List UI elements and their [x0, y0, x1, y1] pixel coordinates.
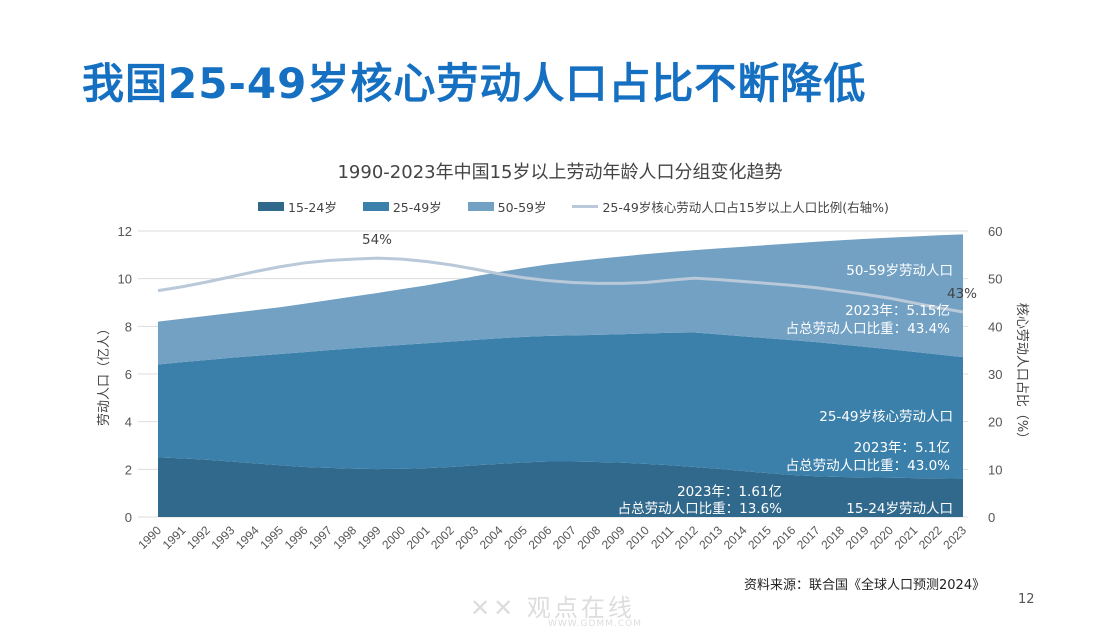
x-tick-label: 1993 — [209, 523, 238, 552]
y-tick-label: 8 — [125, 319, 132, 334]
y-tick-label: 12 — [118, 224, 132, 239]
x-tick-label: 2010 — [623, 523, 652, 552]
label-25-49-share: 占总劳动人口比重：43.0% — [786, 458, 951, 474]
legend-item-25-49: 25-49岁 — [362, 197, 442, 216]
x-tick-label: 2008 — [574, 523, 603, 552]
label-25-49-value: 2023年：5.1亿 — [854, 440, 950, 456]
ratio-line — [157, 256, 964, 314]
x-tick-label: 2016 — [770, 523, 799, 552]
x-tick-label: 1994 — [233, 523, 262, 552]
x-tick-label: 1992 — [184, 523, 213, 552]
y-tick-label: 0 — [125, 510, 132, 525]
chart-legend: 15-24岁 25-49岁 50-59岁 25-49岁核心劳动人口占15岁以上人… — [258, 197, 889, 216]
slide-title: 我国25-49岁核心劳动人口占比不断降低 — [82, 59, 867, 108]
x-tick-label: 2005 — [501, 523, 530, 552]
x-tick-label: 2003 — [452, 523, 481, 552]
y2-axis-title: 核心劳动人口占比（%） — [1014, 303, 1030, 445]
x-tick-label: 2019 — [843, 523, 872, 552]
label-50-59-value: 2023年：5.15亿 — [845, 303, 950, 319]
source-note: 资料来源：联合国《全球人口预测2024》 — [744, 578, 986, 593]
x-tick-label: 2021 — [892, 523, 921, 552]
y-tick-label: 10 — [118, 272, 132, 287]
peak-label: 54% — [362, 232, 392, 248]
area-15-24岁 — [158, 457, 963, 517]
x-tick-label: 2022 — [916, 523, 945, 552]
x-tick-label: 1995 — [257, 523, 286, 552]
legend-swatch — [258, 202, 284, 211]
x-tick-label: 2015 — [745, 523, 774, 552]
label-50-59-name: 50-59岁劳动人口 — [846, 263, 953, 279]
legend-swatch — [572, 205, 599, 208]
legend-label: 15-24岁 — [288, 200, 337, 215]
y-tick-label: 6 — [125, 367, 132, 382]
area-25-49岁 — [158, 332, 963, 479]
legend-item-15-24: 15-24岁 — [258, 197, 337, 216]
x-tick-label: 2012 — [672, 523, 701, 552]
y-tick-label: 2 — [125, 462, 132, 477]
x-tick-label: 1998 — [330, 523, 359, 552]
y2-tick-label: 60 — [988, 224, 1002, 239]
watermark-url: WWW.GDMM.COM — [548, 619, 642, 629]
page-number: 12 — [1018, 592, 1035, 607]
chart-title: 1990-2023年中国15岁以上劳动年龄人口分组变化趋势 — [337, 162, 783, 183]
x-tick-label: 2007 — [550, 523, 579, 552]
y2-tick-label: 40 — [988, 319, 1002, 334]
label-25-49-name: 25-49岁核心劳动人口 — [819, 409, 953, 425]
label-15-24-value: 2023年：1.61亿 — [677, 484, 782, 500]
x-tick-label: 2006 — [526, 523, 555, 552]
y-axis-title: 劳动人口（亿人） — [96, 322, 112, 426]
x-tick-label: 2002 — [428, 523, 457, 552]
x-tick-label: 2011 — [648, 523, 676, 551]
x-tick-label: 2017 — [794, 523, 823, 552]
legend-swatch — [467, 202, 494, 211]
x-tick-label: 1996 — [282, 523, 311, 552]
label-15-24-name: 15-24岁劳动人口 — [846, 501, 953, 517]
legend-label: 50-59岁 — [497, 200, 547, 215]
x-tick-label: 2013 — [696, 523, 725, 552]
x-tick-label: 2001 — [404, 523, 433, 552]
x-tick-label: 2020 — [867, 523, 896, 552]
y-tick-label: 4 — [125, 415, 132, 430]
label-50-59-share: 占总劳动人口比重：43.4% — [786, 321, 951, 337]
y2-tick-label: 10 — [988, 462, 1002, 477]
y2-tick-label: 20 — [988, 415, 1002, 430]
label-15-24-share: 占总劳动人口比重：13.6% — [618, 501, 783, 517]
x-tick-label: 2023 — [940, 523, 969, 552]
end-label: 43% — [947, 286, 977, 302]
legend-item-50-59: 50-59岁 — [467, 197, 547, 216]
y2-tick-label: 0 — [988, 510, 995, 525]
legend-label: 25-49岁 — [392, 200, 442, 215]
y2-tick-label: 30 — [988, 367, 1002, 382]
x-tick-label: 2009 — [599, 523, 628, 552]
legend-item-ratio: 25-49岁核心劳动人口占15岁以上人口比例(右轴%) — [572, 197, 889, 216]
area-50-59岁 — [158, 234, 963, 365]
x-tick-label: 1999 — [355, 523, 384, 552]
x-tick-label: 1991 — [160, 523, 189, 552]
x-tick-label: 2014 — [721, 523, 750, 552]
watermark-logo: ✕✕ 观点在线 WWW.GDMM.COM — [470, 594, 642, 629]
x-tick-label: 2000 — [379, 523, 408, 552]
x-tick-label: 1997 — [306, 523, 335, 552]
x-tick-label: 2004 — [477, 523, 506, 552]
legend-label: 25-49岁核心劳动人口占15岁以上人口比例(右轴%) — [602, 200, 889, 215]
x-tick-label: 1990 — [135, 523, 164, 552]
x-tick-label: 2018 — [818, 523, 847, 552]
y2-tick-label: 50 — [988, 272, 1002, 287]
legend-swatch — [362, 202, 389, 211]
